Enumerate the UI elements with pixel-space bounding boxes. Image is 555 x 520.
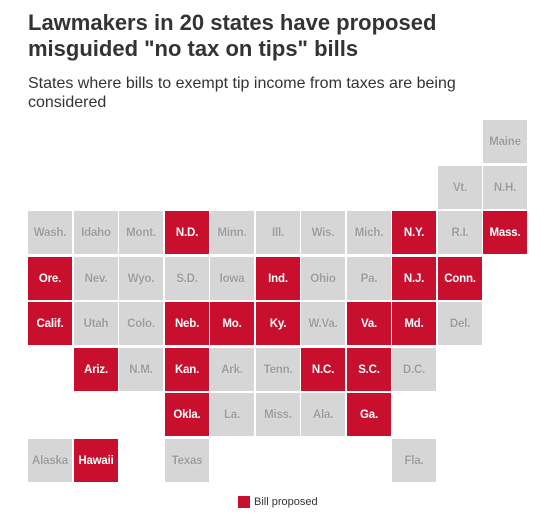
legend-label: Bill proposed — [254, 496, 318, 508]
state-tile-s-c: S.C. — [347, 348, 391, 391]
state-tile-s-d: S.D. — [165, 257, 209, 300]
state-tile-ala: Ala. — [301, 393, 345, 436]
page-title: Lawmakers in 20 states have proposed mis… — [28, 10, 437, 61]
state-tile-idaho: Idaho — [74, 211, 118, 254]
state-tile-iowa: Iowa — [210, 257, 254, 300]
state-tile-miss: Miss. — [256, 393, 300, 436]
state-tile-texas: Texas — [165, 439, 209, 482]
state-tile-r-i: R.I. — [438, 211, 482, 254]
state-tile-wyo: Wyo. — [119, 257, 163, 300]
state-tile-mo: Mo. — [210, 302, 254, 345]
state-tile-ore: Ore. — [28, 257, 72, 300]
state-tile-nev: Nev. — [74, 257, 118, 300]
state-tile-tenn: Tenn. — [256, 348, 300, 391]
state-tile-neb: Neb. — [165, 302, 209, 345]
state-tile-colo: Colo. — [119, 302, 163, 345]
state-tile-vt: Vt. — [438, 166, 482, 209]
state-tile-wis: Wis. — [301, 211, 345, 254]
state-tile-alaska: Alaska — [28, 439, 72, 482]
state-tile-md: Md. — [392, 302, 436, 345]
state-tile-w-va: W.Va. — [301, 302, 345, 345]
state-tile-hawaii: Hawaii — [74, 439, 118, 482]
state-tile-ind: Ind. — [256, 257, 300, 300]
state-tile-maine: Maine — [483, 120, 527, 163]
legend: Bill proposed — [238, 496, 318, 508]
state-tile-utah: Utah — [74, 302, 118, 345]
state-tile-fla: Fla. — [392, 439, 436, 482]
state-tile-ky: Ky. — [256, 302, 300, 345]
state-tile-d-c: D.C. — [392, 348, 436, 391]
state-tile-mich: Mich. — [347, 211, 391, 254]
state-tile-ga: Ga. — [347, 393, 391, 436]
state-tile-minn: Minn. — [210, 211, 254, 254]
state-tile-va: Va. — [347, 302, 391, 345]
state-tile-mont: Mont. — [119, 211, 163, 254]
state-tile-calif: Calif. — [28, 302, 72, 345]
state-tile-ohio: Ohio — [301, 257, 345, 300]
state-tile-ill: Ill. — [256, 211, 300, 254]
state-tile-n-y: N.Y. — [392, 211, 436, 254]
state-tile-n-c: N.C. — [301, 348, 345, 391]
state-tile-pa: Pa. — [347, 257, 391, 300]
state-tile-n-h: N.H. — [483, 166, 527, 209]
state-tile-wash: Wash. — [28, 211, 72, 254]
state-tile-ariz: Ariz. — [74, 348, 118, 391]
legend-swatch — [238, 496, 250, 508]
state-tile-kan: Kan. — [165, 348, 209, 391]
state-tile-mass: Mass. — [483, 211, 527, 254]
state-tile-okla: Okla. — [165, 393, 209, 436]
state-tile-n-d: N.D. — [165, 211, 209, 254]
state-tile-ark: Ark. — [210, 348, 254, 391]
state-tile-la: La. — [210, 393, 254, 436]
state-tile-n-m: N.M. — [119, 348, 163, 391]
state-tile-n-j: N.J. — [392, 257, 436, 300]
state-tile-conn: Conn. — [438, 257, 482, 300]
state-tile-del: Del. — [438, 302, 482, 345]
page-subtitle: States where bills to exempt tip income … — [28, 75, 456, 111]
